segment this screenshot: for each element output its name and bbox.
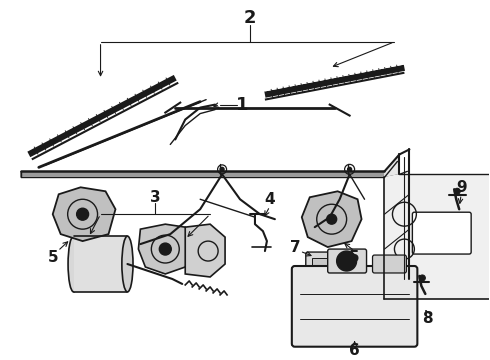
Polygon shape (302, 191, 362, 247)
Text: 4: 4 (265, 192, 275, 207)
Text: 5: 5 (349, 249, 360, 265)
Polygon shape (21, 154, 399, 177)
Text: 8: 8 (422, 311, 433, 326)
FancyBboxPatch shape (328, 249, 367, 273)
Text: 7: 7 (290, 239, 300, 255)
Polygon shape (185, 224, 225, 277)
Circle shape (419, 275, 425, 281)
Text: 2: 2 (244, 9, 256, 27)
Text: 5: 5 (48, 249, 58, 265)
Circle shape (220, 167, 224, 171)
FancyBboxPatch shape (413, 212, 471, 254)
FancyBboxPatch shape (372, 255, 406, 273)
Polygon shape (385, 174, 489, 299)
Bar (312, 258, 330, 280)
Ellipse shape (122, 236, 133, 292)
Circle shape (347, 167, 352, 171)
Text: 1: 1 (236, 96, 248, 114)
Text: 9: 9 (456, 180, 466, 195)
Circle shape (159, 243, 171, 255)
Bar (334, 258, 359, 280)
Text: 6: 6 (349, 343, 360, 358)
Circle shape (337, 251, 357, 271)
Circle shape (327, 214, 337, 224)
Bar (74, 236, 128, 292)
Polygon shape (138, 224, 195, 274)
FancyBboxPatch shape (306, 252, 365, 286)
Text: 3: 3 (150, 190, 161, 205)
Ellipse shape (68, 236, 79, 292)
Circle shape (454, 188, 460, 194)
Circle shape (76, 208, 89, 220)
FancyBboxPatch shape (292, 266, 417, 347)
Polygon shape (53, 187, 116, 241)
